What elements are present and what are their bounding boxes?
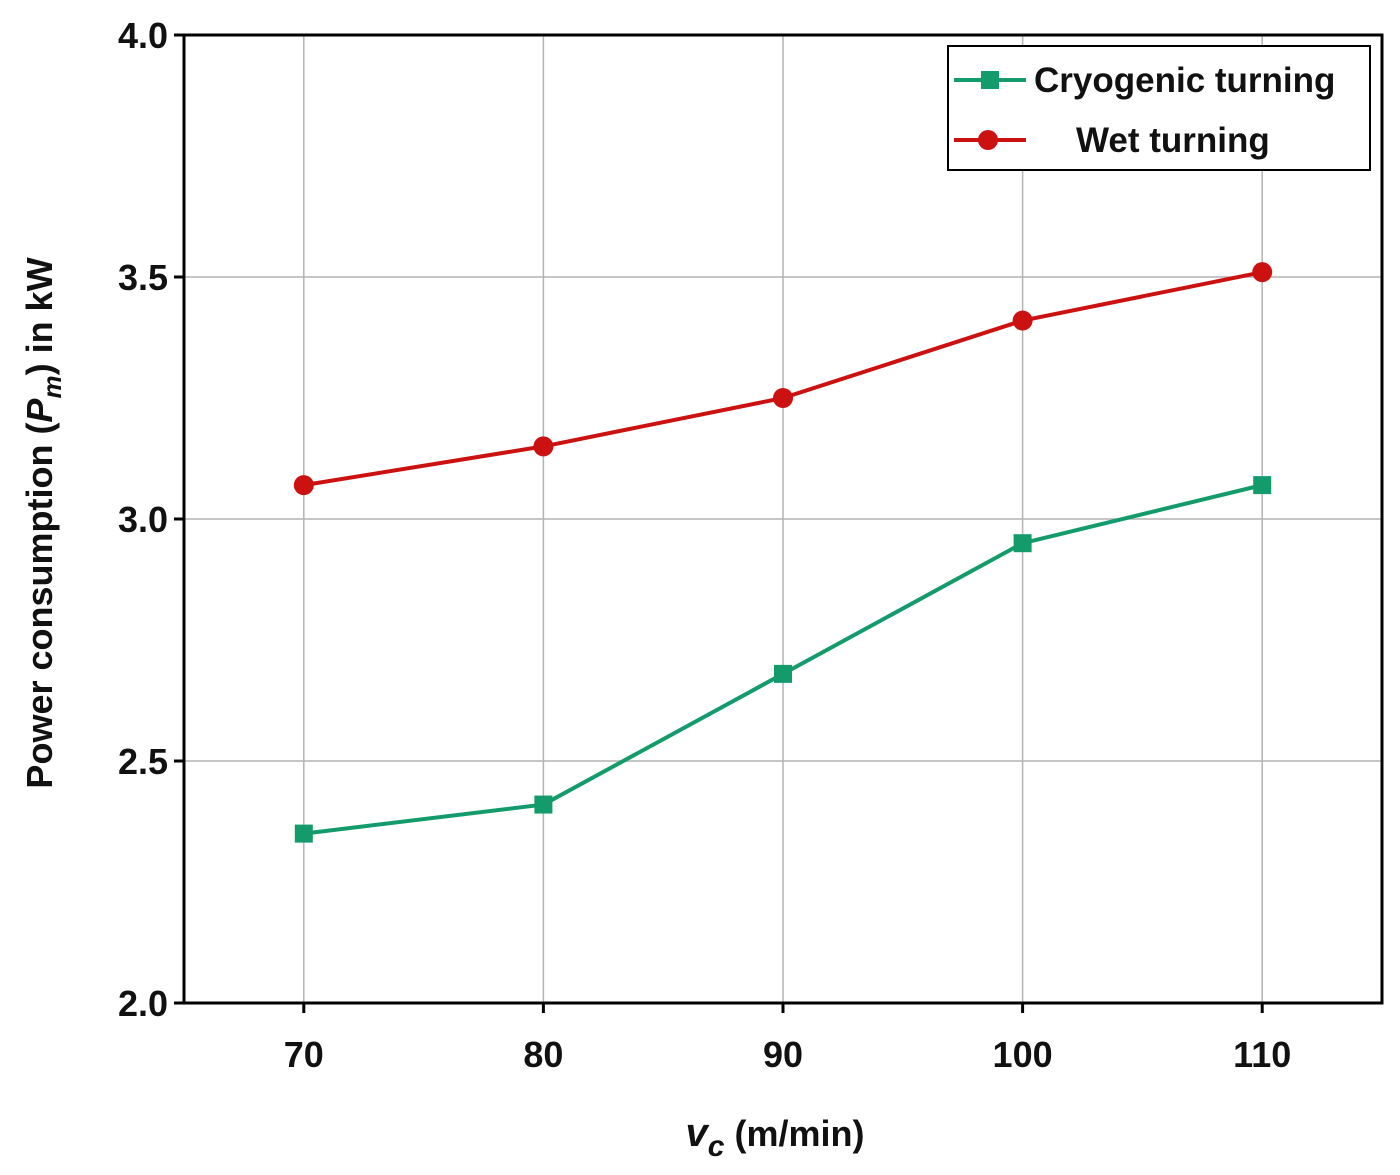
y-tick-label: 2.0 <box>118 983 168 1024</box>
x-axis-symbol: v <box>686 1111 711 1155</box>
y-tick-label: 4.0 <box>118 15 168 56</box>
x-tick-label: 90 <box>763 1034 803 1075</box>
y-axis-prefix: Power consumption ( <box>19 423 60 789</box>
legend: Cryogenic turning Wet turning <box>947 45 1371 171</box>
data-point <box>1253 476 1272 495</box>
x-tick-label: 100 <box>993 1034 1053 1075</box>
data-point <box>1013 534 1032 553</box>
y-axis: 2.0 2.5 3.0 3.5 4.0 <box>118 15 184 1024</box>
legend-box <box>947 45 1371 171</box>
legend-label: Wet turning <box>1076 121 1270 160</box>
x-tick-label: 110 <box>1233 1034 1291 1075</box>
x-axis-title: vc (m/min) <box>686 1111 865 1163</box>
grid <box>184 34 1382 1004</box>
data-point <box>1252 262 1273 283</box>
legend-entry: Wet turning <box>954 121 1270 160</box>
y-tick-label: 3.0 <box>118 499 168 540</box>
series-wet-turning <box>293 262 1273 496</box>
x-axis: 70 80 90 100 110 <box>284 1003 1291 1075</box>
data-point <box>294 824 313 843</box>
data-point <box>533 436 554 457</box>
x-axis-unit: (m/min) <box>724 1113 864 1154</box>
legend-label: Cryogenic turning <box>1034 61 1335 100</box>
y-axis-subscript: m <box>37 375 67 398</box>
x-axis-subscript: c <box>708 1130 725 1163</box>
data-point <box>534 795 553 814</box>
y-axis-title: Power consumption (Pm) in kW <box>19 257 67 788</box>
y-axis-symbol: P <box>19 398 60 423</box>
series-cryogenic-turning <box>294 476 1272 843</box>
data-point <box>293 475 314 496</box>
x-tick-label: 70 <box>284 1034 324 1075</box>
x-tick-label: 80 <box>523 1034 563 1075</box>
series-layer <box>293 262 1273 843</box>
y-tick-label: 2.5 <box>118 741 168 782</box>
legend-entry: Cryogenic turning <box>954 61 1335 100</box>
y-axis-suffix: ) in kW <box>19 257 60 375</box>
y-tick-label: 3.5 <box>118 257 168 298</box>
legend-marker <box>981 71 999 89</box>
data-point <box>774 664 792 683</box>
legend-marker <box>978 130 998 150</box>
data-point <box>1012 310 1033 331</box>
data-point <box>773 388 793 408</box>
